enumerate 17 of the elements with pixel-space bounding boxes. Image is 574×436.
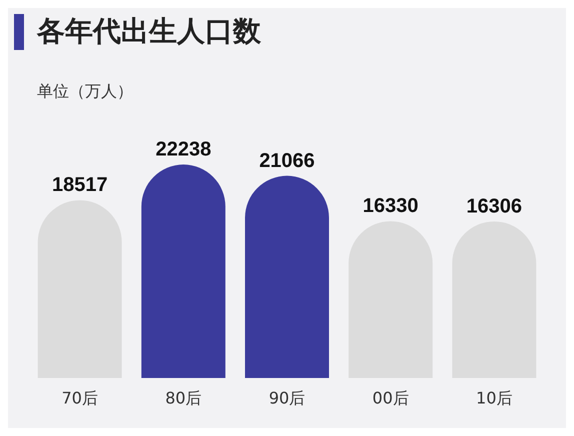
- data-label: 16330: [362, 195, 418, 218]
- data-label: 16306: [466, 195, 522, 218]
- chart-subtitle: 单位（万人）: [37, 82, 133, 100]
- x-tick-label: 10后: [476, 388, 512, 408]
- bar: [245, 176, 329, 378]
- bar: [141, 164, 226, 378]
- bar: [38, 200, 122, 378]
- x-tick-label: 80后: [165, 388, 202, 408]
- data-label: 18517: [52, 174, 108, 196]
- data-label: 21066: [259, 150, 315, 172]
- bar: [452, 221, 536, 378]
- x-tick-label: 70后: [62, 388, 98, 408]
- x-tick-label: 00后: [372, 388, 409, 408]
- x-tick-label: 90后: [268, 388, 306, 408]
- data-label: 22238: [156, 138, 212, 161]
- bar: [348, 221, 433, 378]
- chart-title: 各年代出生人口数: [36, 14, 262, 48]
